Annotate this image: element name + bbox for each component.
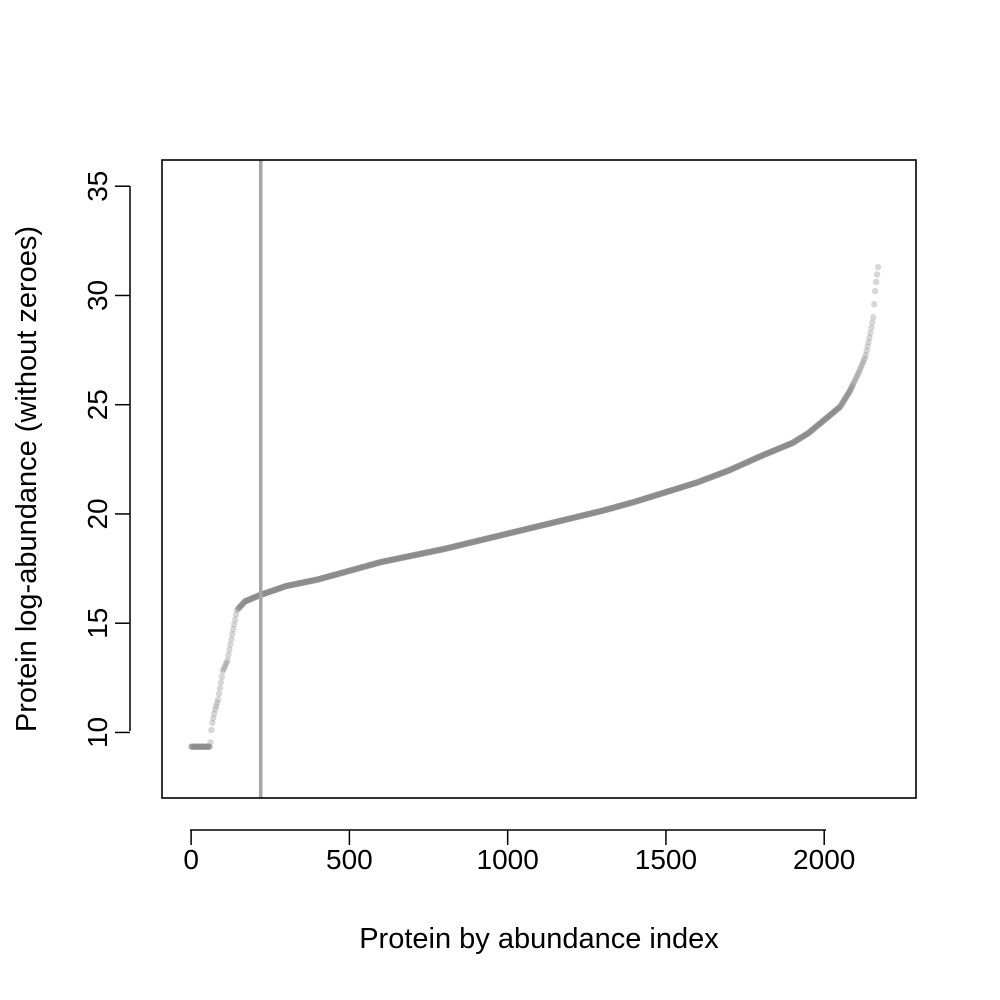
data-point xyxy=(872,278,880,286)
data-point xyxy=(212,703,220,710)
data-point xyxy=(210,715,217,722)
plot-frame xyxy=(161,159,917,799)
data-point xyxy=(856,366,864,373)
x-tick-label: 1500 xyxy=(635,844,697,875)
data-point xyxy=(862,351,869,359)
data-point xyxy=(232,611,240,619)
data-point xyxy=(216,685,224,692)
data-point xyxy=(228,636,235,643)
y-axis: 10 15 20 25 30 35 Protein log-abundance (with… xyxy=(11,171,131,748)
y-tick-label: 35 xyxy=(82,171,113,202)
y-tick-label: 20 xyxy=(82,498,113,529)
data-point xyxy=(853,372,861,380)
data-point xyxy=(861,354,868,362)
data-point xyxy=(219,668,226,675)
y-tick-label: 25 xyxy=(82,389,113,420)
data-point xyxy=(869,319,876,326)
data-point xyxy=(874,263,882,271)
x-tick-label: 1000 xyxy=(477,844,539,875)
data-point xyxy=(866,334,873,341)
y-axis-title: Protein log-abundance (without zeroes) xyxy=(11,226,43,732)
x-tick-label: 2000 xyxy=(793,844,855,875)
data-point xyxy=(867,329,874,337)
data-point xyxy=(223,659,230,666)
data-point xyxy=(854,370,862,378)
data-point xyxy=(211,706,219,713)
data-point xyxy=(850,380,857,387)
data-point xyxy=(871,287,879,295)
data-point xyxy=(851,378,858,385)
x-tick-label: 0 xyxy=(183,844,199,875)
data-point xyxy=(229,630,236,638)
x-axis: 0 500 1000 1500 2000 Protein by abundance in… xyxy=(183,829,855,955)
data-point xyxy=(208,726,215,734)
data-point xyxy=(865,338,872,346)
data-point xyxy=(221,663,228,671)
data-point xyxy=(873,271,881,278)
data-point xyxy=(230,626,237,633)
data-point xyxy=(231,616,239,623)
data-point xyxy=(864,343,871,350)
data-point xyxy=(206,743,213,750)
data-point xyxy=(858,361,866,369)
x-axis-title: Protein by abundance index xyxy=(359,923,719,955)
data-point xyxy=(215,690,223,698)
data-point xyxy=(227,641,234,648)
data-point xyxy=(225,651,232,659)
y-tick-label: 10 xyxy=(82,717,113,748)
data-point xyxy=(860,357,867,364)
data-point xyxy=(849,382,856,389)
data-point xyxy=(218,673,226,681)
x-ticks: 0 500 1000 1500 2000 xyxy=(183,830,855,875)
data-point xyxy=(222,661,229,668)
data-point xyxy=(230,621,238,628)
data-point xyxy=(211,710,218,717)
data-point xyxy=(857,364,865,371)
data-point xyxy=(224,657,231,664)
data-point xyxy=(870,314,877,321)
data-point xyxy=(220,665,227,673)
data-point xyxy=(852,374,860,382)
y-tick-label: 15 xyxy=(82,608,113,639)
data-point xyxy=(855,368,863,376)
data-point xyxy=(226,646,233,654)
data-point xyxy=(213,699,221,707)
data-point xyxy=(863,347,870,355)
y-tick-label: 30 xyxy=(82,280,113,311)
data-point xyxy=(871,301,878,308)
data-point xyxy=(852,376,859,383)
y-ticks: 10 15 20 25 30 35 xyxy=(82,171,130,748)
data-point xyxy=(209,719,216,727)
x-tick-label: 500 xyxy=(326,844,373,875)
data-point xyxy=(214,696,222,703)
data-points xyxy=(188,263,882,750)
data-point xyxy=(217,679,225,686)
data-point xyxy=(207,739,214,746)
data-point xyxy=(868,324,875,331)
data-point xyxy=(859,359,867,366)
